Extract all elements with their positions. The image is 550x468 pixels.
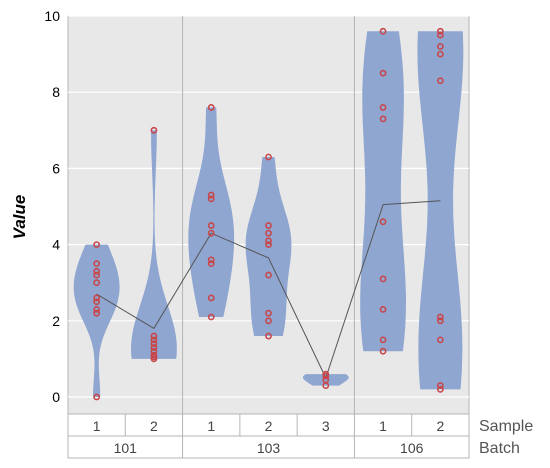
violin-body bbox=[73, 244, 120, 397]
data-point bbox=[265, 332, 272, 340]
data-point bbox=[207, 313, 215, 321]
data-point bbox=[150, 344, 158, 351]
y-tick-label: 4 bbox=[52, 237, 60, 253]
data-point bbox=[93, 241, 101, 248]
data-point bbox=[150, 347, 158, 355]
data-point bbox=[322, 370, 330, 378]
violin-body bbox=[131, 130, 177, 359]
y-tick-label: 0 bbox=[52, 389, 60, 405]
data-point bbox=[93, 260, 101, 268]
data-point bbox=[207, 195, 215, 203]
data-point bbox=[265, 237, 272, 245]
data-point bbox=[379, 275, 387, 283]
data-point bbox=[436, 385, 444, 393]
data-point bbox=[265, 229, 272, 237]
mean-line-layer bbox=[96, 200, 441, 380]
sample-label: 1 bbox=[207, 418, 215, 434]
sample-label: 3 bbox=[322, 418, 330, 434]
data-point bbox=[93, 271, 101, 279]
violins bbox=[73, 31, 464, 397]
data-point bbox=[207, 294, 215, 302]
data-point bbox=[265, 241, 272, 248]
data-point bbox=[436, 27, 444, 35]
violin-body bbox=[188, 107, 235, 318]
group-axis-table: 1 2 101 1 2 3 103 1 2 106 Sample Batch bbox=[67, 413, 533, 459]
data-point bbox=[265, 153, 272, 161]
data-point bbox=[436, 77, 444, 85]
data-point bbox=[150, 332, 158, 340]
data-point bbox=[436, 50, 444, 58]
data-point bbox=[150, 351, 158, 359]
data-point bbox=[436, 31, 444, 39]
data-point bbox=[436, 317, 444, 325]
y-tick-label: 8 bbox=[52, 84, 60, 100]
data-point bbox=[379, 336, 387, 344]
data-point bbox=[93, 309, 101, 317]
data-point bbox=[150, 336, 158, 344]
data-point bbox=[379, 69, 387, 77]
data-point bbox=[265, 317, 272, 325]
batch-label: 106 bbox=[400, 440, 424, 456]
mean-line bbox=[96, 200, 441, 380]
sample-label: 2 bbox=[150, 418, 158, 434]
data-point bbox=[93, 294, 101, 302]
data-point bbox=[207, 260, 215, 268]
data-points bbox=[93, 27, 444, 401]
data-point bbox=[93, 267, 101, 275]
data-point bbox=[207, 104, 215, 111]
data-point bbox=[379, 104, 387, 111]
violin-body bbox=[360, 31, 406, 352]
data-point bbox=[436, 382, 444, 389]
data-point bbox=[93, 305, 101, 313]
y-tick-label: 10 bbox=[44, 8, 60, 24]
data-point bbox=[265, 222, 272, 229]
data-point bbox=[207, 256, 215, 264]
data-point bbox=[150, 340, 158, 348]
data-point bbox=[379, 27, 387, 35]
data-point bbox=[93, 298, 101, 306]
data-point bbox=[93, 393, 101, 401]
sample-label: 2 bbox=[265, 418, 273, 434]
sample-label: 2 bbox=[436, 418, 444, 434]
data-point bbox=[207, 229, 215, 237]
sample-level-label: Sample bbox=[479, 418, 533, 435]
batch-label: 101 bbox=[114, 440, 138, 456]
y-tick-label: 6 bbox=[52, 160, 60, 176]
data-point bbox=[379, 347, 387, 355]
sample-label: 1 bbox=[93, 418, 101, 434]
data-point bbox=[93, 279, 101, 287]
batch-level-label: Batch bbox=[479, 440, 520, 457]
data-point bbox=[379, 305, 387, 313]
data-point bbox=[207, 222, 215, 229]
y-tick-label: 2 bbox=[52, 313, 60, 329]
y-axis: 0 2 4 6 8 10 bbox=[44, 8, 60, 405]
data-point bbox=[265, 309, 272, 317]
data-point bbox=[265, 271, 272, 279]
data-point bbox=[379, 115, 387, 123]
batch-label: 103 bbox=[257, 440, 281, 456]
data-point bbox=[150, 126, 158, 134]
data-point bbox=[436, 43, 444, 50]
sample-label: 1 bbox=[379, 418, 387, 434]
data-point bbox=[436, 313, 444, 321]
violin-body bbox=[302, 374, 349, 386]
data-point bbox=[379, 218, 387, 226]
data-point bbox=[436, 336, 444, 344]
y-axis-label: Value bbox=[10, 195, 29, 240]
data-point bbox=[207, 191, 215, 199]
violin-body bbox=[417, 31, 464, 390]
